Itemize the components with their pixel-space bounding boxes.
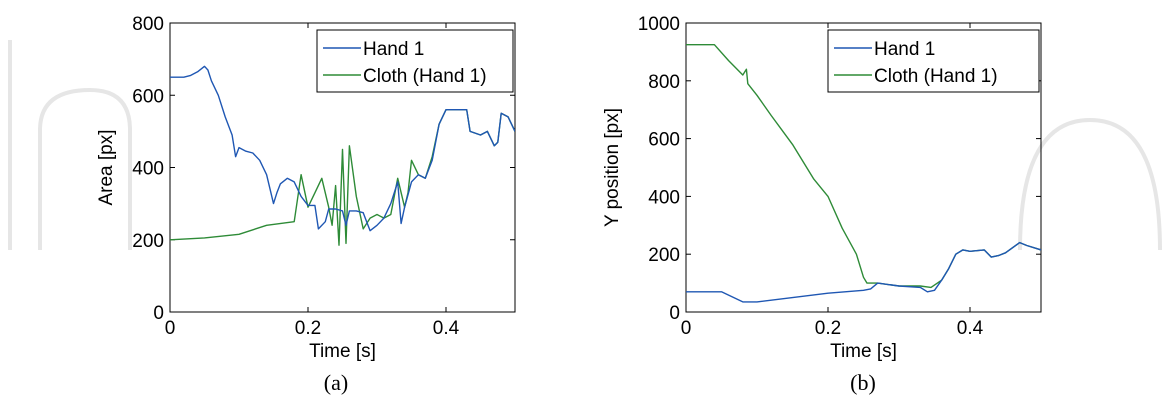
x-tick-label: 0	[681, 318, 692, 339]
y-tick-label: 0	[153, 303, 164, 324]
legend: Hand 1 Cloth (Hand 1)	[316, 29, 514, 93]
legend-box	[316, 29, 514, 93]
legend-box	[827, 29, 1040, 93]
y-tick-label: 800	[648, 72, 680, 93]
y-tick-label: 200	[132, 231, 164, 252]
legend-entry-label: Cloth (Hand 1)	[874, 66, 998, 87]
legend-entry-label: Cloth (Hand 1)	[363, 66, 487, 87]
x-tick-label: 0	[165, 318, 176, 339]
y-axis-label: Area [px]	[96, 129, 117, 205]
y-tick-label: 600	[132, 86, 164, 107]
x-tick-label: 0.4	[957, 318, 984, 339]
y-axis-label: Y position [px]	[602, 108, 623, 227]
series-line-hand-1	[170, 65, 515, 232]
y-tick-label: 800	[132, 14, 164, 35]
y-tick-label: 1000	[638, 14, 680, 35]
x-axis-label: Time [s]	[309, 341, 376, 362]
x-tick-label: 0.4	[433, 318, 460, 339]
y-tick-label: 400	[648, 187, 680, 208]
chart-panel-a: (a) 0 0.2 0.4 0 200 400 600 800 Time [s] Area [px…	[96, 14, 516, 395]
plot-area-frame	[685, 22, 1042, 313]
y-tick-label: 200	[648, 245, 680, 266]
x-tick-label: 0.2	[295, 318, 321, 339]
series-line-cloth-hand-1	[170, 109, 515, 246]
y-tick-label: 0	[669, 303, 680, 324]
y-tick-label: 600	[648, 130, 680, 151]
legend-entry-label: Hand 1	[363, 39, 424, 60]
panel-label-a: (a)	[324, 370, 348, 395]
y-tick-label: 400	[132, 159, 164, 180]
panel-label-b: (b)	[850, 370, 876, 395]
x-tick-label: 0.2	[815, 318, 841, 339]
series-line-hand-1	[686, 241, 1041, 303]
x-axis-label: Time [s]	[830, 341, 897, 362]
legend: Hand 1 Cloth (Hand 1)	[827, 29, 1040, 93]
chart-panel-b: (b) 0 0.2 0.4 0 200 400 600 800 1000 Time [s] Y po…	[602, 14, 1042, 395]
legend-entry-label: Hand 1	[874, 39, 935, 60]
